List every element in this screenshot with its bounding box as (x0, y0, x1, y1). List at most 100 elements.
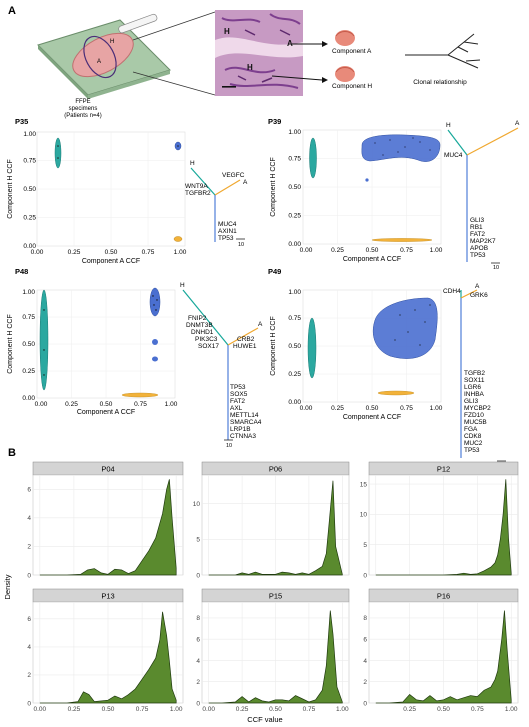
p35-trunk-gene-0: MUC4 (218, 221, 237, 228)
slide-a-mark: A (97, 59, 101, 65)
p39-outlier (365, 178, 369, 182)
panel-b-ylabel: Density (3, 574, 12, 599)
ffpe-slide: H A (37, 13, 171, 99)
p35-trunk-gene-1: AXIN1 (218, 228, 237, 235)
p39-ylabel: Component H CCF (270, 157, 277, 217)
p49-xtick-1: 0.25 (331, 405, 344, 412)
p49-xtick-4: 1.00 (430, 405, 443, 412)
p35-h-gene-1: TGFBR2 (185, 190, 211, 197)
density-area (375, 479, 512, 576)
p49-xtick-0: 0.00 (300, 405, 313, 412)
p48-trunk-gene-1: SOX5 (230, 391, 248, 398)
x-tick-label: 0.25 (236, 706, 249, 713)
p48-xlabel: Component A CCF (77, 409, 135, 416)
panel-title: P16 (437, 592, 450, 601)
p48-a-gene-0: CRB2 (237, 336, 255, 343)
p39-xtick-1: 0.25 (331, 247, 344, 254)
patient-p49: P49 0.00 0.25 0.50 0.75 1.00 0.00 0.25 0… (268, 267, 506, 469)
p39-trunk-gene-0: GLI3 (470, 217, 484, 224)
p48-ytick-0: 0.00 (22, 395, 35, 402)
p49-ytick-3: 0.75 (288, 315, 301, 322)
panel-title: P06 (269, 465, 282, 474)
x-tick-label: 0.00 (202, 706, 215, 713)
p48-ytick-3: 0.75 (22, 314, 35, 321)
y-tick-label: 0 (27, 572, 31, 579)
patient-p35: P35 0.00 0.25 0.50 0.75 1.00 0.00 0.25 0… (7, 117, 248, 265)
p49-h-cluster (307, 317, 317, 379)
patient-p48-title: P48 (15, 267, 28, 276)
p48-shared-minor-2 (152, 356, 158, 362)
p49-a-gene-0: GRK6 (470, 292, 488, 299)
p35-a-gene-0: VEGFC (222, 172, 245, 179)
density-panel-p12: P12 0 5 10 15 (360, 461, 519, 579)
p35-xtick-3: 0.75 (142, 249, 155, 256)
clonal-relationship-label: Clonal relationship (413, 79, 467, 86)
p49-trunk-gene-0: TGFB2 (464, 370, 485, 377)
component-h-label: Component H (332, 83, 372, 90)
x-tick-label: 0.50 (269, 706, 282, 713)
p39-xtick-4: 1.00 (430, 247, 443, 254)
y-tick-label: 15 (360, 481, 368, 488)
p49-h-gene-0: CDH4 (443, 288, 461, 295)
x-tick-label: 0.75 (471, 706, 484, 713)
y-tick-label: 0 (196, 572, 200, 579)
p39-trunk-gene-5: TP53 (470, 252, 486, 259)
p48-ytick-2: 0.50 (22, 341, 35, 348)
density-panels: P04 0 2 4 6 P06 0 5 10 P12 0 5 10 15 P13 0 2 4 6 0.00 0.25 0.… (27, 461, 519, 713)
p49-trunk-gene-11: TP53 (464, 447, 480, 454)
panel-title: P04 (101, 465, 114, 474)
p39-xlabel: Component A CCF (343, 256, 401, 263)
p48-trunk-gene-3: AXL (230, 405, 243, 412)
p49-tree-a: A (475, 283, 480, 290)
patient-p39-title: P39 (268, 117, 281, 126)
p49-shared-cluster (372, 297, 438, 359)
x-tick-label: 0.50 (102, 706, 115, 713)
p39-ytick-0: 0.00 (288, 241, 301, 248)
p39-a-cluster (371, 238, 433, 242)
p39-h-cluster (309, 137, 317, 179)
p35-xtick-4: 1.00 (174, 249, 187, 256)
p49-trunk-gene-5: MYCBP2 (464, 405, 491, 412)
p35-xtick-1: 0.25 (68, 249, 81, 256)
y-tick-label: 6 (27, 487, 31, 494)
panel-a-letter: A (8, 5, 16, 17)
component-a-label: Component A (332, 48, 372, 55)
y-tick-label: 0 (363, 700, 367, 707)
x-tick-label: 0.50 (437, 706, 450, 713)
p48-trunk-gene-0: TP53 (230, 384, 246, 391)
p48-ytick-1: 0.25 (22, 368, 35, 375)
y-tick-label: 2 (27, 672, 31, 679)
y-tick-label: 2 (27, 544, 31, 551)
y-tick-label: 4 (363, 658, 367, 665)
x-tick-label: 0.00 (33, 706, 46, 713)
p39-xtick-2: 0.50 (366, 247, 379, 254)
panel-title: P12 (437, 465, 450, 474)
p39-ytick-3: 0.75 (288, 156, 301, 163)
y-tick-label: 4 (27, 644, 31, 651)
p35-xlabel: Component A CCF (82, 258, 140, 265)
arrow-h-head (322, 77, 328, 83)
panel-title: P15 (269, 592, 282, 601)
x-tick-label: 0.25 (68, 706, 81, 713)
y-tick-label: 4 (27, 515, 31, 522)
panel-b-letter: B (8, 447, 16, 459)
p48-h-gene-1: DNMT3B (186, 322, 213, 329)
density-area (208, 480, 343, 576)
p49-xlabel: Component A CCF (343, 414, 401, 421)
ffpe-label-3: (Patients n=4) (64, 113, 102, 119)
x-tick-label: 0.75 (136, 706, 149, 713)
p35-xtick-2: 0.50 (105, 249, 118, 256)
p35-tree-a: A (243, 179, 248, 186)
p35-tree-h: H (190, 160, 195, 167)
patient-p35-title: P35 (15, 117, 28, 126)
clonal-tree-icon (405, 33, 481, 69)
y-tick-label: 5 (363, 542, 367, 549)
p49-ytick-4: 1.00 (288, 289, 301, 296)
p48-a-cluster (121, 392, 159, 398)
panel-b-xlabel: CCF value (247, 715, 282, 724)
y-tick-label: 0 (363, 572, 367, 579)
tissue-h-icon (335, 66, 355, 82)
p48-xtick-3: 0.75 (134, 401, 147, 408)
p48-h-gene-3: PIK3C3 (195, 336, 218, 343)
p48-ylabel: Component H CCF (7, 314, 14, 374)
